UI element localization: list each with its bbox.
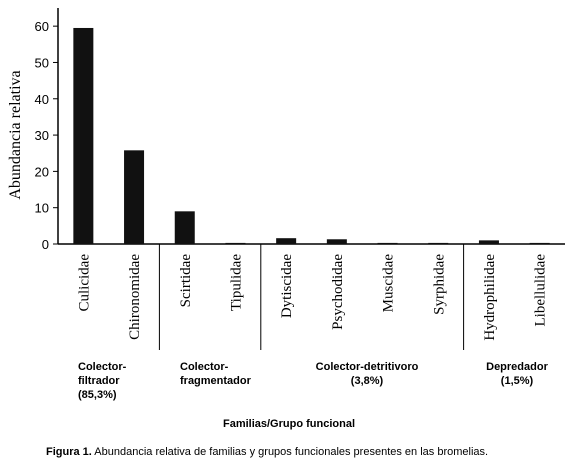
bar (73, 27, 94, 244)
y-tick-label: 60 (35, 19, 49, 34)
y-tick-label: 20 (35, 164, 49, 179)
caption-label: Figura 1. (46, 446, 92, 458)
group-label-line: Colector-detritivoro (316, 361, 419, 373)
group-label-line: (3,8%) (351, 375, 384, 387)
x-axis-title: Familias/Grupo funcional (223, 418, 355, 430)
group-label-line: Colector- (78, 361, 127, 373)
group-label: Colector-fragmentador (180, 361, 252, 387)
x-tick-label: Psychodidae (330, 254, 346, 330)
x-tick-label: Hydrophilidae (482, 254, 498, 341)
y-tick-label: 40 (35, 92, 49, 107)
y-tick-label: 50 (35, 55, 49, 70)
bar (225, 242, 246, 244)
group-label-line: (1,5%) (501, 375, 534, 387)
group-label: Colector-detritivoro (3,8%) (316, 361, 419, 387)
caption: Figura 1. Abundancia relativa de familia… (46, 446, 488, 458)
x-tick-label: Muscidae (381, 254, 397, 313)
y-axis-title: Abundancia relativa (7, 70, 24, 199)
bar (174, 211, 195, 244)
group-label: Depredador (1,5%) (486, 361, 548, 387)
group-label-line: Depredador (486, 361, 548, 373)
x-tick-label: Chironomidae (127, 254, 143, 340)
group-label-line: Colector- (180, 361, 229, 373)
x-tick-label: Libellulidae (533, 254, 549, 327)
group-label-line: (85,3%) (78, 389, 117, 401)
bar (428, 242, 449, 244)
x-tick-label: Culicidae (76, 254, 92, 312)
bar (326, 239, 347, 244)
group-label-line: fragmentador (180, 375, 252, 387)
y-tick-label: 0 (42, 237, 49, 252)
bar (478, 240, 499, 244)
y-tick-label: 30 (35, 128, 49, 143)
bar (529, 242, 550, 244)
x-tick-label: Scirtidae (178, 254, 194, 308)
bar (276, 238, 297, 244)
bar (377, 242, 398, 244)
bar (124, 150, 145, 244)
group-label-line: filtrador (78, 375, 120, 387)
y-tick-label: 10 (35, 201, 49, 216)
x-tick-label: Dytiscidae (279, 254, 295, 318)
x-tick-label: Tipulidae (228, 254, 244, 311)
group-label: Colector-filtrador (85,3%) (78, 361, 127, 401)
caption-text: Abundancia relativa de familias y grupos… (92, 446, 488, 458)
x-tick-label: Syrphidae (431, 254, 447, 315)
